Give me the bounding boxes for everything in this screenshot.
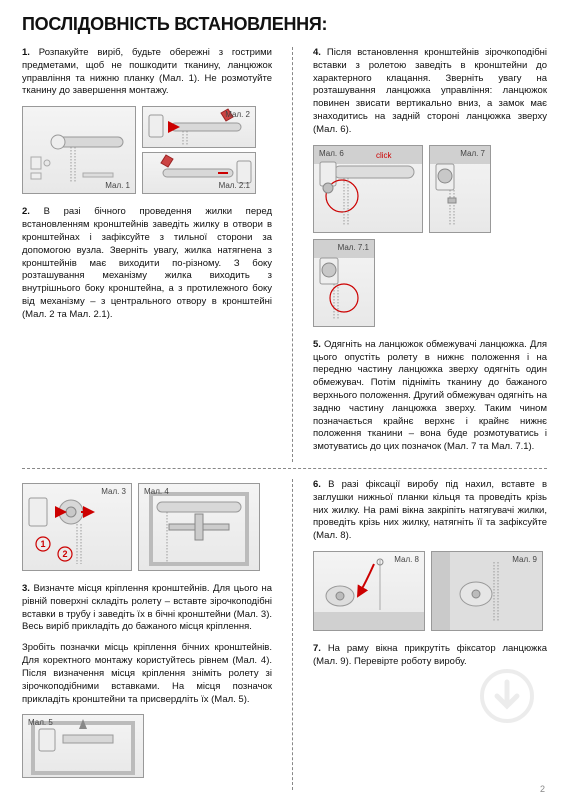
fig-4-svg xyxy=(139,484,259,570)
page-number: 2 xyxy=(540,784,545,794)
watermark-icon xyxy=(479,668,535,724)
step-7: 7. На раму вікна прикрутіть фіксатор лан… xyxy=(313,643,547,669)
fig-8: Мал. 8 xyxy=(313,551,425,631)
fig-6: click Мал. 6 xyxy=(313,145,423,233)
step-5: 5. Одягніть на ланцюжок обмежувачі ланцю… xyxy=(313,339,547,454)
fig-3: 1 2 Мал. 3 xyxy=(22,483,132,571)
bottom-row: 1 2 Мал. 3 Мал. 4 3. Визначте xyxy=(22,479,547,790)
fig-71-label: Мал. 7.1 xyxy=(338,243,369,252)
fig-7-label: Мал. 7 xyxy=(460,149,485,158)
step-3: 3. Визначте місця кріплення кронштейнів.… xyxy=(22,583,272,634)
fig-1: Мал. 1 xyxy=(22,106,136,194)
fig-7-1: Мал. 7.1 xyxy=(313,239,375,327)
vdiv-top xyxy=(292,47,293,462)
fig-8-label: Мал. 8 xyxy=(394,555,419,564)
svg-text:2: 2 xyxy=(62,549,67,559)
figs-8-9: Мал. 8 Мал. 9 xyxy=(313,551,547,631)
col-right-bottom: 6. В разі фіксації виробу під нахил, вст… xyxy=(313,479,547,790)
fig-21-label: Мал. 2.1 xyxy=(219,181,250,190)
step-3b: Зробіть позначки місць кріплення бічних … xyxy=(22,642,272,706)
svg-text:1: 1 xyxy=(40,539,45,549)
fig-9: Мал. 9 xyxy=(431,551,543,631)
figs-3-4: 1 2 Мал. 3 Мал. 4 xyxy=(22,483,272,571)
figs-6-7: click Мал. 6 Мал. 7 xyxy=(313,145,547,327)
step-6: 6. В разі фіксації виробу під нахил, вст… xyxy=(313,479,547,543)
col-left-bottom: 1 2 Мал. 3 Мал. 4 3. Визначте xyxy=(22,479,272,790)
col-right-top: 4. Після встановлення кронштейнів зірочк… xyxy=(313,47,547,462)
fig-5-label: Мал. 5 xyxy=(28,718,53,727)
fig-7: Мал. 7 xyxy=(429,145,491,233)
page: ПОСЛІДОВНІСТЬ ВСТАНОВЛЕННЯ: 1. Розпакуйт… xyxy=(0,0,565,804)
fig-6-label: Мал. 6 xyxy=(319,149,344,158)
fig-3-label: Мал. 3 xyxy=(101,487,126,496)
figs-5: Мал. 5 xyxy=(22,714,272,778)
top-row: 1. Розпакуйте виріб, будьте обережні з г… xyxy=(22,47,547,462)
step-1: 1. Розпакуйте виріб, будьте обережні з г… xyxy=(22,47,272,98)
fig-7-svg xyxy=(430,146,490,232)
vdiv-bottom xyxy=(292,479,293,790)
fig-6-svg: click xyxy=(314,146,422,232)
fig-4: Мал. 4 xyxy=(138,483,260,571)
step-4: 4. Після встановлення кронштейнів зірочк… xyxy=(313,47,547,137)
figs-1-2: Мал. 1 Мал. 2 xyxy=(22,106,272,194)
fig-9-label: Мал. 9 xyxy=(512,555,537,564)
fig-3-svg: 1 2 xyxy=(23,484,131,570)
fig-2: Мал. 2 xyxy=(142,106,256,148)
fig-4-label: Мал. 4 xyxy=(144,487,169,496)
hdiv xyxy=(22,468,547,469)
col-left-top: 1. Розпакуйте виріб, будьте обережні з г… xyxy=(22,47,272,462)
fig-5: Мал. 5 xyxy=(22,714,144,778)
fig-71-svg xyxy=(314,240,374,326)
click-label: click xyxy=(376,151,393,160)
fig-2-label: Мал. 2 xyxy=(225,110,250,119)
step-2: 2. В разі бічного проведення жилки перед… xyxy=(22,206,272,321)
page-title: ПОСЛІДОВНІСТЬ ВСТАНОВЛЕННЯ: xyxy=(22,14,547,35)
fig-2-1: Мал. 2.1 xyxy=(142,152,256,194)
fig-1-label: Мал. 1 xyxy=(105,181,130,190)
